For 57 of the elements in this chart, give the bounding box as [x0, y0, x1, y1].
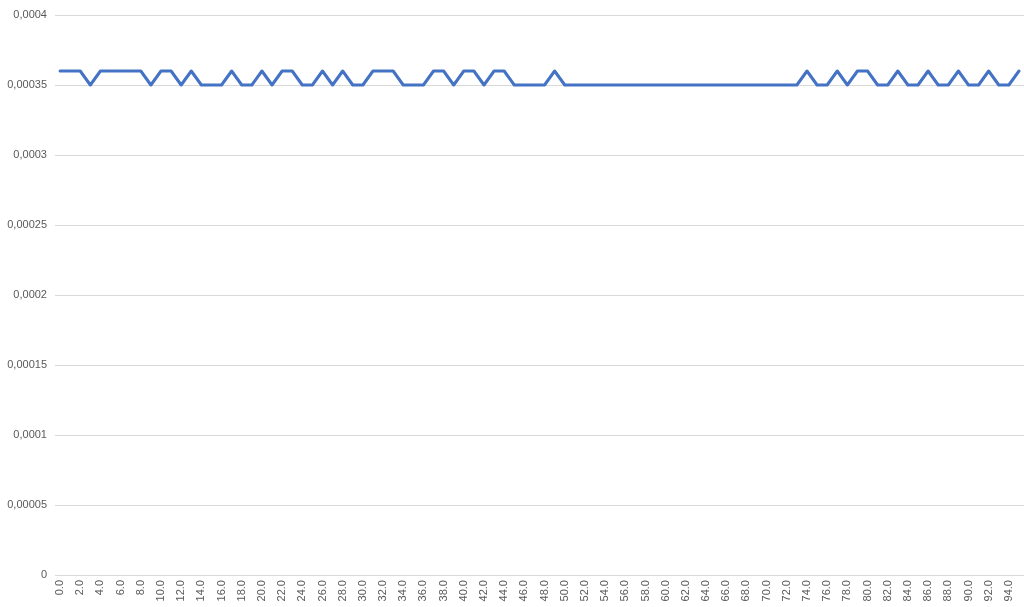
x-tick-label: 74.0 — [800, 580, 813, 602]
x-tick-label: 44.0 — [497, 580, 510, 602]
x-tick-label: 76.0 — [820, 580, 833, 602]
x-tick-label: 62.0 — [678, 580, 691, 602]
x-tick-label: 8.0 — [133, 580, 146, 596]
y-tick-label: 0,0004 — [13, 8, 47, 21]
x-tick-label: 82.0 — [880, 580, 893, 602]
x-tick-label: 26.0 — [315, 580, 328, 602]
x-tick-label: 56.0 — [618, 580, 631, 602]
y-tick-label: 0,0003 — [13, 148, 47, 161]
x-tick-label: 30.0 — [355, 580, 368, 602]
x-tick-label: 80.0 — [860, 580, 873, 602]
x-tick-label: 54.0 — [598, 580, 611, 602]
x-tick-label: 86.0 — [921, 580, 934, 602]
y-tick-label: 0,0001 — [13, 428, 47, 441]
x-tick-label: 6.0 — [113, 580, 126, 596]
x-tick-label: 94.0 — [1001, 580, 1014, 602]
x-tick-label: 10.0 — [154, 580, 167, 602]
x-tick-label: 42.0 — [477, 580, 490, 602]
x-tick-label: 24.0 — [295, 580, 308, 602]
x-tick-label: 2.0 — [73, 580, 86, 596]
x-tick-label: 32.0 — [376, 580, 389, 602]
x-tick-label: 52.0 — [577, 580, 590, 602]
x-tick-label: 22.0 — [275, 580, 288, 602]
y-tick-label: 0,00015 — [7, 358, 47, 371]
x-tick-label: 28.0 — [335, 580, 348, 602]
x-tick-label: 78.0 — [840, 580, 853, 602]
x-tick-label: 38.0 — [436, 580, 449, 602]
x-tick-label: 68.0 — [739, 580, 752, 602]
x-tick-label: 18.0 — [234, 580, 247, 602]
x-tick-label: 70.0 — [759, 580, 772, 602]
x-tick-label: 84.0 — [900, 580, 913, 602]
y-tick-label: 0,00005 — [7, 498, 47, 511]
y-tick-label: 0,00035 — [7, 78, 47, 91]
x-tick-label: 88.0 — [941, 580, 954, 602]
y-tick-label: 0,0002 — [13, 288, 47, 301]
x-tick-label: 66.0 — [719, 580, 732, 602]
x-tick-label: 34.0 — [396, 580, 409, 602]
x-tick-label: 16.0 — [214, 580, 227, 602]
x-tick-label: 90.0 — [961, 580, 974, 602]
x-tick-label: 72.0 — [779, 580, 792, 602]
x-tick-label: 14.0 — [194, 580, 207, 602]
y-tick-label: 0 — [40, 568, 47, 581]
x-tick-label: 48.0 — [537, 580, 550, 602]
x-tick-label: 0.0 — [53, 580, 66, 596]
x-tick-label: 46.0 — [517, 580, 530, 602]
y-tick-label: 0,00025 — [7, 218, 47, 231]
x-tick-label: 64.0 — [699, 580, 712, 602]
x-tick-label: 92.0 — [981, 580, 994, 602]
x-tick-label: 60.0 — [658, 580, 671, 602]
x-tick-label: 4.0 — [93, 580, 106, 596]
x-tick-label: 58.0 — [638, 580, 651, 602]
x-tick-label: 12.0 — [174, 580, 187, 602]
x-tick-label: 40.0 — [456, 580, 469, 602]
x-tick-label: 36.0 — [416, 580, 429, 602]
x-tick-label: 20.0 — [254, 580, 267, 602]
x-tick-label: 50.0 — [557, 580, 570, 602]
